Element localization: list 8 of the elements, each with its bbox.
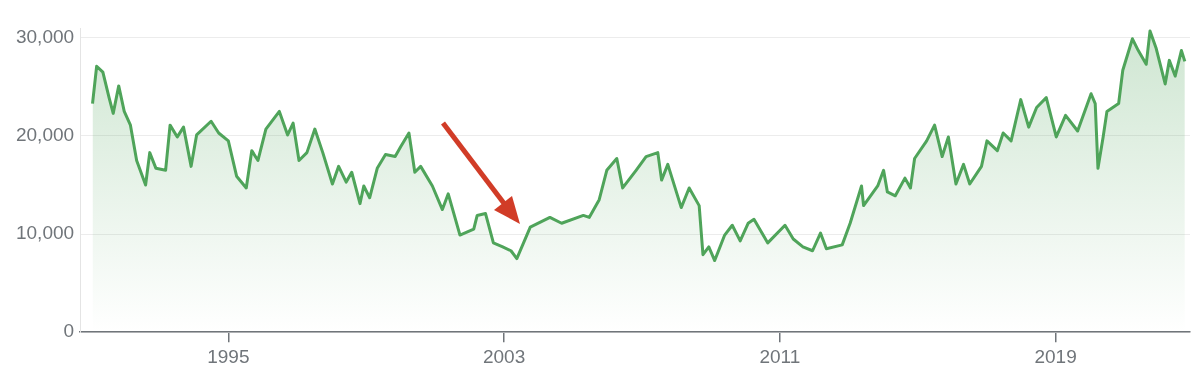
x-tick-label: 2011 (759, 345, 801, 367)
y-tick-label: 10,000 (15, 222, 75, 244)
x-tick-label: 1995 (207, 345, 250, 367)
y-tick-label: 20,000 (15, 124, 75, 146)
y-tick-label: 0 (63, 320, 75, 342)
x-tick-label: 2003 (482, 345, 526, 367)
x-tick-label: 2019 (1034, 345, 1077, 367)
y-tick-label: 30,000 (15, 26, 75, 48)
